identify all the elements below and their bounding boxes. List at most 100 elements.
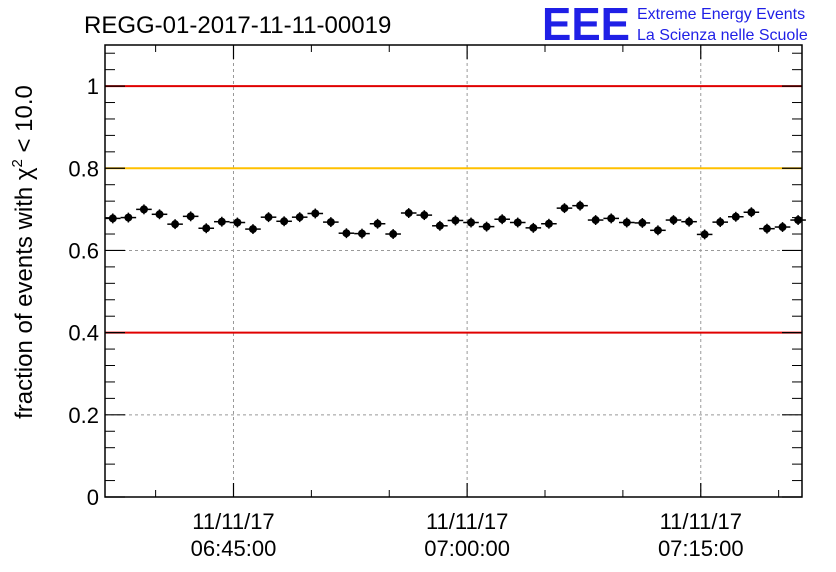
data-point bbox=[587, 215, 604, 225]
data-point bbox=[463, 217, 479, 228]
data-marker bbox=[762, 224, 771, 233]
data-marker bbox=[295, 213, 304, 222]
data-point bbox=[136, 204, 152, 215]
logo-line-2: La Scienza nelle Scuole bbox=[637, 27, 808, 44]
data-point bbox=[245, 224, 261, 235]
data-marker bbox=[700, 230, 709, 239]
data-point bbox=[556, 203, 573, 214]
data-marker bbox=[529, 223, 538, 232]
data-marker bbox=[638, 218, 647, 227]
data-point bbox=[759, 223, 775, 234]
data-point bbox=[681, 216, 697, 227]
data-marker bbox=[576, 201, 585, 210]
y-axis-label-symbol: χ bbox=[11, 167, 38, 180]
data-point bbox=[728, 211, 744, 222]
data-point bbox=[665, 215, 682, 225]
data-point bbox=[790, 215, 806, 225]
data-marker bbox=[233, 218, 242, 227]
data-point bbox=[712, 217, 729, 228]
data-point bbox=[260, 212, 277, 223]
data-point bbox=[696, 229, 713, 240]
y-tick-label: 0.2 bbox=[68, 403, 99, 428]
data-marker bbox=[669, 216, 678, 225]
data-point bbox=[167, 219, 183, 230]
data-point bbox=[105, 213, 121, 224]
data-marker bbox=[685, 217, 694, 226]
data-marker bbox=[420, 211, 429, 220]
data-marker bbox=[108, 214, 117, 223]
data-point bbox=[400, 208, 417, 218]
data-marker bbox=[280, 217, 289, 226]
data-marker bbox=[326, 218, 335, 227]
data-marker bbox=[716, 218, 725, 227]
data-point bbox=[509, 217, 526, 228]
data-point bbox=[478, 221, 495, 232]
data-marker bbox=[560, 204, 569, 213]
x-tick-date: 11/11/17 bbox=[660, 509, 742, 534]
data-point bbox=[214, 216, 230, 227]
y-axis-label: fraction of events with χ2 < 10.0 bbox=[9, 85, 38, 419]
grid-lines bbox=[105, 45, 802, 497]
data-marker bbox=[373, 219, 382, 228]
data-marker bbox=[607, 214, 616, 223]
data-point bbox=[307, 208, 324, 219]
data-point bbox=[447, 215, 464, 226]
y-tick-label: 0.6 bbox=[68, 238, 99, 263]
data-point bbox=[182, 211, 199, 222]
data-point bbox=[618, 217, 635, 228]
data-marker bbox=[747, 208, 756, 217]
data-point bbox=[774, 222, 791, 232]
data-marker bbox=[186, 212, 195, 221]
reference-lines bbox=[105, 85, 802, 334]
chart-title: REGG-01-2017-11-11-00019 bbox=[84, 12, 391, 39]
data-point bbox=[385, 229, 401, 239]
x-tick-date: 11/11/17 bbox=[426, 509, 508, 534]
data-marker bbox=[311, 209, 320, 218]
x-tick-date: 11/11/17 bbox=[192, 509, 274, 534]
data-point bbox=[416, 210, 433, 221]
y-tick-label: 1 bbox=[87, 74, 99, 99]
data-point bbox=[354, 228, 370, 239]
data-point bbox=[276, 216, 292, 227]
logo-mark: EEE bbox=[542, 0, 630, 50]
data-point bbox=[120, 212, 137, 223]
x-tick-time: 07:15:00 bbox=[658, 536, 744, 561]
data-marker bbox=[357, 229, 366, 238]
x-tick-labels: 11/11/1706:45:0011/11/1707:00:0011/11/17… bbox=[191, 509, 744, 561]
data-marker bbox=[404, 209, 413, 218]
data-point bbox=[494, 214, 510, 225]
data-point bbox=[198, 223, 215, 234]
plot-frame bbox=[104, 44, 803, 498]
data-marker bbox=[217, 217, 226, 226]
y-axis-label-suffix: < 10.0 bbox=[11, 85, 38, 159]
data-marker bbox=[155, 210, 164, 219]
data-marker bbox=[139, 205, 148, 214]
axis-ticks bbox=[105, 45, 802, 498]
data-point bbox=[291, 212, 308, 223]
data-point bbox=[229, 217, 246, 228]
data-marker bbox=[171, 220, 180, 229]
data-point bbox=[151, 209, 168, 220]
data-marker bbox=[389, 230, 398, 239]
data-marker bbox=[124, 213, 133, 222]
y-axis-label-sup: 2 bbox=[9, 159, 26, 167]
x-tick-time: 07:00:00 bbox=[424, 536, 510, 561]
y-tick-labels: 0 0.2 0.4 0.6 0.8 1 bbox=[68, 74, 99, 510]
data-points bbox=[105, 200, 806, 240]
logo-line-1: Extreme Energy Events bbox=[637, 6, 805, 23]
data-point bbox=[525, 222, 542, 233]
data-marker bbox=[342, 229, 351, 238]
data-marker bbox=[498, 215, 507, 224]
data-marker bbox=[778, 223, 787, 232]
data-marker bbox=[248, 225, 257, 234]
data-point bbox=[650, 225, 666, 236]
data-point bbox=[634, 217, 651, 228]
data-marker bbox=[467, 218, 476, 227]
data-marker bbox=[513, 218, 522, 227]
x-tick-time: 06:45:00 bbox=[191, 536, 277, 561]
eee-logo: EEE Extreme Energy Events La Scienza nel… bbox=[542, 0, 808, 50]
data-point bbox=[338, 228, 355, 239]
data-marker bbox=[622, 218, 631, 227]
data-marker bbox=[591, 216, 600, 225]
